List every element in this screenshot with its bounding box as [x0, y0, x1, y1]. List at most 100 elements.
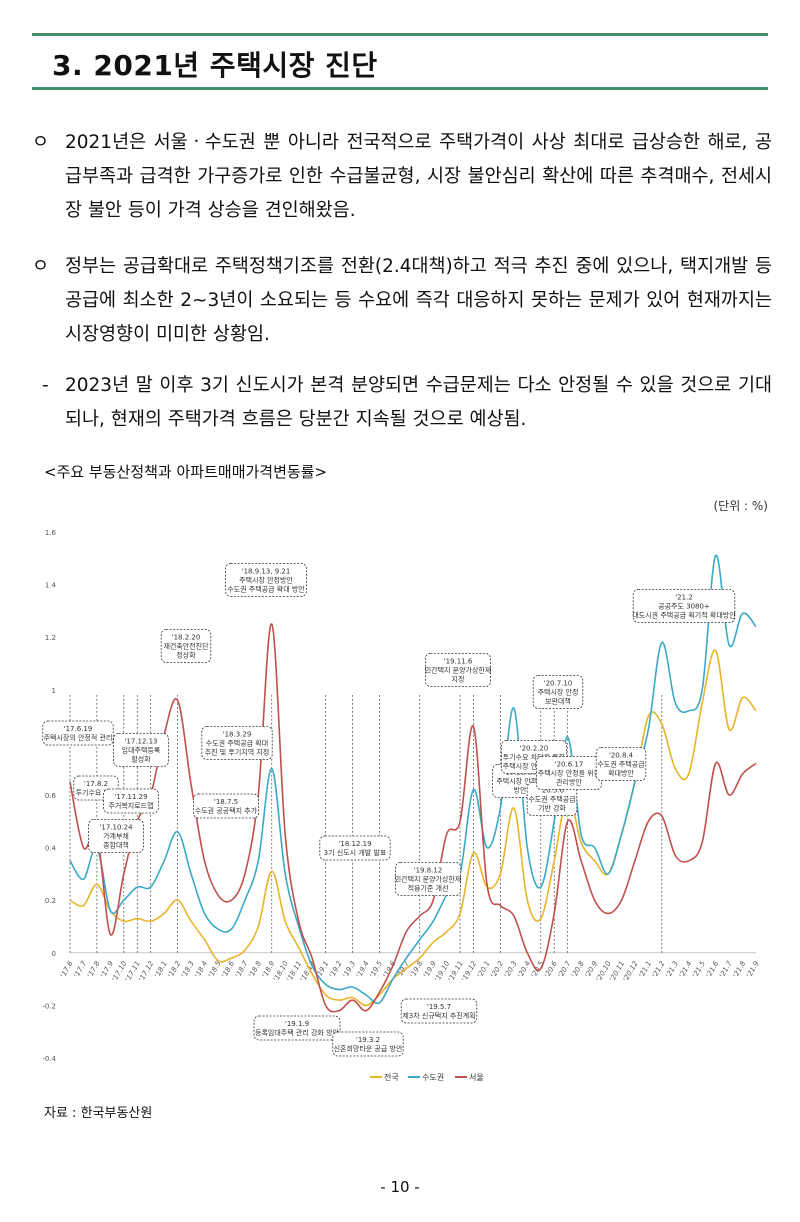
title-rule-bottom — [32, 87, 768, 90]
annotation-text: 확대방안 — [608, 769, 634, 778]
annotation-frame — [595, 747, 647, 781]
annotation-text: '17.6.19 — [64, 725, 93, 733]
annotation-text: '18.12.19 — [338, 840, 371, 848]
annotation-text: '20.7.10 — [544, 680, 573, 688]
page-number: - 10 - — [380, 1178, 420, 1196]
annotation-text: 3기 신도시 개발 발표 — [324, 848, 387, 857]
annotation-frame — [160, 629, 212, 663]
legend-label: 수도권 — [422, 1072, 444, 1082]
section-title: 3. 2021년 주택시장 진단 — [52, 49, 378, 82]
annotation-text: '17.8.2 — [84, 780, 108, 788]
y-tick-label: 0.6 — [45, 792, 57, 800]
title-rule-top — [32, 33, 768, 36]
annotation-text: '17.12.13 — [124, 738, 157, 746]
annotation-frame — [424, 653, 491, 687]
annotation-text: 주택시장 안정 — [538, 688, 579, 697]
annotation-text: '18.9.13, 9.21 — [242, 568, 291, 576]
x-tick-label: '18.3 — [180, 960, 196, 979]
annotation-frame — [192, 793, 259, 819]
annotation-text: '18.7.5 — [214, 798, 238, 806]
y-tick-label: 0.4 — [45, 845, 57, 853]
price-change-line-chart: 1.61.41.210.80.60.40.20-0.2-0.4'17.6'17.… — [42, 529, 761, 1082]
annotation-text: 등록임대주택 관리 강화 방안 — [255, 1028, 340, 1037]
annotation-text: '21.2 — [675, 594, 693, 602]
annotation-frame — [103, 788, 159, 814]
x-tick-label: '21.4 — [678, 960, 694, 979]
annotation-text: 주택시장 안정화 — [496, 777, 544, 786]
annotation-text: 보완대책 — [545, 697, 571, 706]
series-line-수도권 — [69, 554, 757, 1005]
series-line-전국 — [69, 649, 757, 1007]
x-tick-label: '20.4 — [516, 960, 532, 979]
annotation-text: 제3차 신규택지 추진계획 — [402, 1011, 475, 1020]
annotation-text: 수도권 주택공급 확대 방안 — [227, 585, 305, 594]
annotation-text: 수도권 주택공급 — [528, 795, 576, 804]
paragraph-1: ㅇ 2021년은 서울ㆍ수도권 뿐 아니라 전국적으로 주택가격이 사상 최대로… — [32, 126, 772, 228]
y-tick-label: 1.6 — [45, 529, 57, 537]
x-tick-label: '19.4 — [355, 960, 371, 979]
annotation-text: 적용기준 개선 — [408, 884, 449, 893]
x-tick-label: '21.3 — [664, 960, 680, 979]
x-tick-label: '19.3 — [342, 960, 358, 979]
annotation-text: '20.8.4 — [609, 752, 634, 760]
annotation-frame — [201, 726, 273, 760]
paragraph-3: - 2023년 말 이후 3기 신도시가 본격 분양되면 수급문제는 다소 안정… — [32, 369, 772, 437]
y-tick-label: 0 — [52, 950, 56, 958]
legend-label: 서울 — [469, 1073, 484, 1082]
x-tick-label: '21.1 — [637, 960, 653, 979]
annotation-text: 주거복지로드맵 — [108, 801, 153, 810]
annotation-text: '19.11.6 — [444, 658, 473, 666]
annotation-text: '17.11.29 — [114, 793, 147, 801]
annotation-text: 신혼희망타운 공급 방안 — [334, 1044, 403, 1053]
annotation-frame — [42, 720, 114, 746]
series-line-서울 — [69, 623, 757, 1013]
annotation-text: 방안 — [514, 786, 527, 795]
annotation-text: '20.5.6 — [540, 787, 565, 795]
annotation-text: 민간택지 분양가상한제 — [395, 875, 462, 884]
chart-caption: <주요 부동산정책과 아파트매매가격변동률> — [44, 463, 328, 481]
annotation-text: 주택시장의 안정적 관리 — [44, 733, 113, 742]
annotation-text: 정상화 — [176, 651, 196, 660]
annotation-text: 주택시장 안정을 위한 — [538, 769, 601, 778]
annotation-text: '19.3.2 — [356, 1036, 380, 1044]
y-tick-label: -0.4 — [42, 1055, 56, 1063]
annotation-text: 재건축안전진단 — [163, 642, 209, 651]
annotation-text: 주택시장 안정방안 — [239, 576, 293, 585]
source-note: 자료 : 한국부동산원 — [44, 1106, 153, 1121]
circle-bullet-icon: ㅇ — [32, 132, 50, 153]
annotation-text: 공공주도 3080+ — [658, 603, 710, 611]
paragraph-text: 정부는 공급확대로 주택정책기조를 전환(2.4대책)하고 적극 추진 중에 있… — [65, 256, 772, 345]
annotation-text: '17.10.24 — [99, 824, 133, 832]
x-tick-label: '21.9 — [745, 959, 761, 979]
x-tick-label: '20.3 — [503, 960, 519, 979]
annotation-text: 대도시권 주택공급 획기적 확대방안 — [632, 611, 736, 620]
annotation-frame — [532, 675, 584, 709]
annotation-text: 수도권 주택공급 — [597, 760, 645, 769]
annotation-frame — [526, 782, 578, 816]
annotation-text: '19.5.7 — [427, 1003, 451, 1011]
annotation-text: '19.8.12 — [414, 867, 443, 875]
annotation-frame — [253, 1015, 341, 1041]
annotation-text: 종합대책 — [103, 841, 129, 850]
x-tick-label: '18.1 — [153, 960, 169, 979]
annotation-text: '20.6.17 — [555, 761, 584, 769]
annotation-text: 주택시장 안정적 관리 — [503, 762, 565, 771]
annotation-text: '18.3.29 — [223, 731, 252, 739]
y-tick-label: -0.2 — [42, 1002, 56, 1010]
